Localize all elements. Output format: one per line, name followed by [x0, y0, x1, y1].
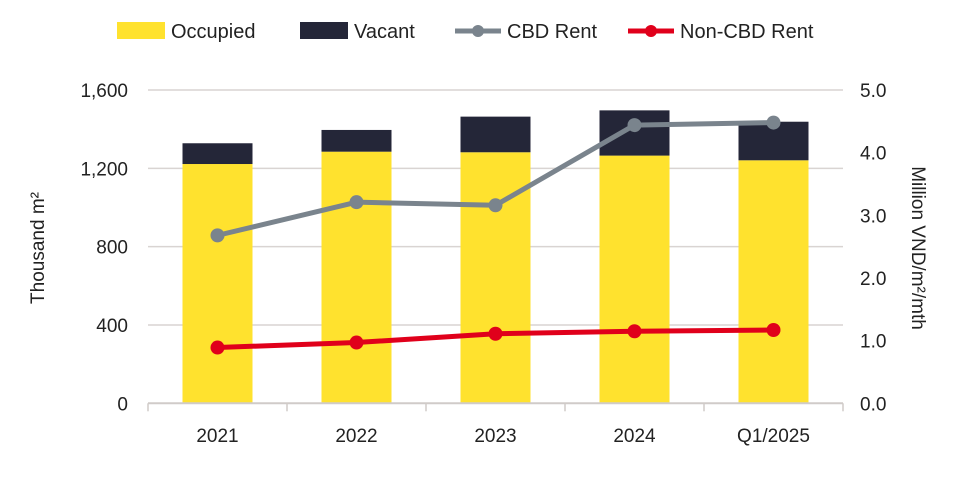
y2-tick-label: 5.0: [860, 81, 886, 102]
legend-label: Occupied: [171, 21, 256, 43]
y-tick-label: 0: [117, 394, 128, 415]
x-tick-label: 2022: [335, 426, 377, 447]
bar-occupied: [738, 160, 809, 404]
x-tick-label: 2021: [196, 426, 238, 447]
point-non-cbd-rent: [210, 340, 225, 355]
y-axis-label: Thousand m²: [28, 192, 49, 304]
x-tick-label: 2023: [474, 426, 516, 447]
bar-vacant: [182, 143, 253, 165]
legend-swatch-vacant: [300, 22, 348, 39]
x-tick-label: 2024: [613, 426, 656, 447]
point-non-cbd-rent: [488, 326, 503, 341]
legend-marker: [645, 25, 657, 37]
legend-label: Non-CBD Rent: [680, 21, 814, 43]
y2-tick-label: 1.0: [860, 332, 886, 353]
y-tick-label: 1,200: [80, 159, 128, 180]
bar-occupied: [182, 164, 253, 404]
bar-vacant: [321, 129, 392, 152]
point-non-cbd-rent: [766, 322, 781, 337]
bar-vacant: [460, 116, 531, 153]
point-non-cbd-rent: [627, 324, 642, 339]
legend-swatch-occupied: [117, 22, 165, 39]
legend-marker: [472, 25, 484, 37]
bar-vacant: [599, 110, 670, 156]
point-cbd-rent: [627, 118, 642, 133]
y2-tick-label: 0.0: [860, 394, 886, 415]
point-cbd-rent: [210, 228, 225, 243]
y2-axis-label: Million VND/m²/mth: [907, 166, 928, 330]
y-tick-label: 1,600: [80, 81, 128, 102]
point-cbd-rent: [488, 198, 503, 213]
legend-label: Vacant: [354, 21, 415, 43]
bar-occupied: [599, 155, 670, 404]
point-cbd-rent: [766, 115, 781, 130]
y2-tick-label: 2.0: [860, 269, 886, 290]
x-tick-label: Q1/2025: [737, 426, 810, 447]
point-non-cbd-rent: [349, 335, 364, 350]
y2-tick-label: 3.0: [860, 206, 886, 227]
y-tick-label: 800: [96, 238, 128, 259]
point-cbd-rent: [349, 195, 364, 210]
y2-tick-label: 4.0: [860, 144, 886, 165]
legend-label: CBD Rent: [507, 21, 597, 43]
y-tick-label: 400: [96, 316, 128, 337]
bar-occupied: [321, 151, 392, 404]
